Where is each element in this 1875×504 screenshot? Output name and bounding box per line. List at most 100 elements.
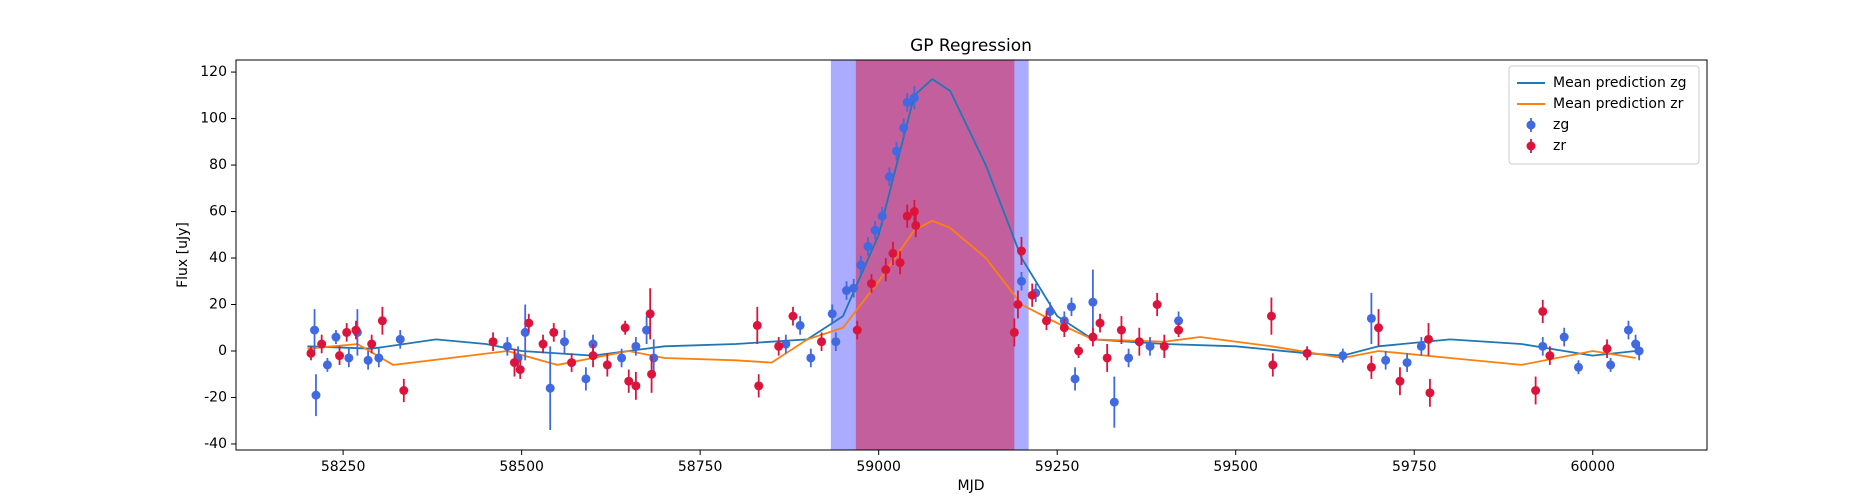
mean-line: [307, 77, 1636, 357]
data-point: [1538, 306, 1548, 316]
data-point: [1381, 355, 1391, 365]
chart-title: GP Regression: [910, 36, 1032, 56]
data-point: [902, 97, 912, 107]
data-point: [1070, 374, 1080, 384]
data-point: [631, 341, 641, 351]
data-point: [1573, 362, 1583, 372]
y-tick-label: 100: [200, 111, 227, 127]
data-point: [620, 323, 630, 333]
legend-swatch: [1526, 120, 1536, 130]
data-point: [602, 360, 612, 370]
data-point: [863, 241, 873, 251]
mean-line: [307, 219, 1636, 366]
data-point: [367, 339, 377, 349]
x-tick-label: 59250: [1035, 459, 1080, 475]
data-point: [1016, 246, 1026, 256]
data-point: [342, 327, 352, 337]
data-point: [877, 211, 887, 221]
data-point: [867, 279, 877, 289]
data-point: [1159, 341, 1169, 351]
data-point: [377, 316, 387, 326]
data-point: [795, 320, 805, 330]
data-point: [649, 353, 659, 363]
y-tick-label: -40: [204, 436, 227, 452]
data-point: [1124, 353, 1134, 363]
x-tick-label: 59000: [856, 459, 901, 475]
data-point: [1095, 318, 1105, 328]
data-point: [1338, 351, 1348, 361]
data-point: [331, 332, 341, 342]
data-point: [363, 355, 373, 365]
y-axis-label: Flux [uJy]: [175, 222, 191, 288]
data-point: [774, 341, 784, 351]
data-point: [881, 265, 891, 275]
data-point: [524, 318, 534, 328]
data-point: [884, 172, 894, 182]
data-point: [806, 353, 816, 363]
data-point: [1623, 325, 1633, 335]
data-point: [1088, 332, 1098, 342]
data-point: [852, 325, 862, 335]
data-point: [1366, 313, 1376, 323]
x-tick-label: 59500: [1213, 459, 1258, 475]
data-point: [647, 369, 657, 379]
data-point: [752, 320, 762, 330]
data-point: [856, 260, 866, 270]
data-point: [1559, 332, 1569, 342]
data-point: [899, 123, 909, 133]
plot-area: [306, 60, 1644, 450]
data-point: [827, 309, 837, 319]
data-point: [1531, 386, 1541, 396]
data-point: [1102, 353, 1112, 363]
data-point: [781, 339, 791, 349]
data-point: [335, 351, 345, 361]
data-point: [909, 93, 919, 103]
data-point: [306, 348, 316, 358]
data-point: [617, 353, 627, 363]
data-point: [831, 337, 841, 347]
data-point: [1059, 323, 1069, 333]
data-point: [311, 390, 321, 400]
data-point: [642, 325, 652, 335]
data-point: [374, 353, 384, 363]
data-point: [1013, 300, 1023, 310]
data-point: [645, 309, 655, 319]
y-tick-label: -20: [204, 389, 227, 405]
data-point: [549, 327, 559, 337]
data-point: [895, 258, 905, 268]
data-point: [1066, 302, 1076, 312]
data-point: [1268, 360, 1278, 370]
data-point: [515, 365, 525, 375]
data-point: [1045, 306, 1055, 316]
data-point: [1602, 344, 1612, 354]
data-point: [849, 283, 859, 293]
data-point: [788, 311, 798, 321]
data-point: [1416, 341, 1426, 351]
data-point: [754, 381, 764, 391]
data-point: [322, 360, 332, 370]
data-point: [902, 211, 912, 221]
data-point: [588, 351, 598, 361]
y-tick-label: 0: [218, 343, 227, 359]
x-axis-label: MJD: [958, 478, 985, 494]
data-point: [1174, 316, 1184, 326]
data-point: [559, 337, 569, 347]
legend-swatch: [1526, 141, 1536, 151]
data-point: [567, 358, 577, 368]
data-point: [538, 339, 548, 349]
data-point: [317, 339, 327, 349]
data-point: [310, 325, 320, 335]
shaded-span: [855, 60, 1015, 450]
data-point: [817, 337, 827, 347]
data-point: [870, 225, 880, 235]
data-point: [502, 341, 512, 351]
legend-label: zg: [1553, 117, 1569, 133]
data-point: [1366, 362, 1376, 372]
data-point: [911, 220, 921, 230]
data-point: [892, 146, 902, 156]
data-point: [1009, 327, 1019, 337]
data-point: [1302, 348, 1312, 358]
legend-label: Mean prediction zr: [1553, 96, 1684, 112]
data-point: [1606, 360, 1616, 370]
